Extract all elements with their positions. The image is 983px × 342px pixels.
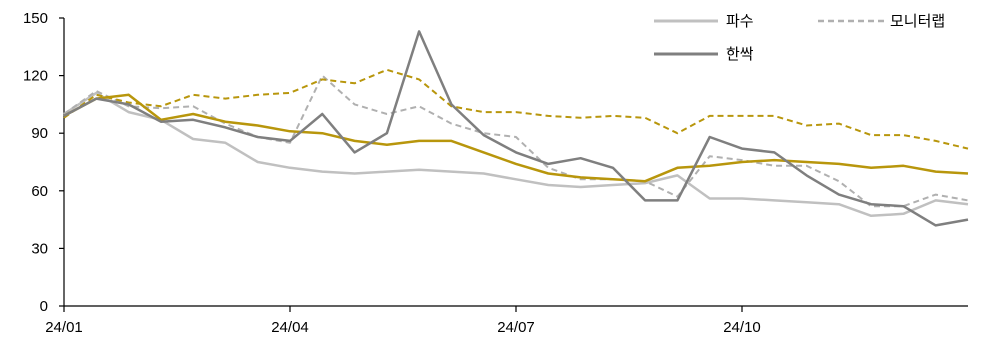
y-tick-label: 30 [31,240,48,257]
y-tick-label: 0 [40,298,48,315]
legend-item-pasu: 파수 [654,12,754,30]
y-tick-label: 90 [31,125,48,142]
series-line-2 [63,68,969,150]
legend: 파수 모니터랩 한싹 [654,12,945,63]
series-line-1 [63,74,969,208]
legend-label-monitorlab: 모니터랩 [890,12,945,30]
y-tick-label: 150 [23,10,48,27]
x-axis: 24/01 24/04 24/07 24/10 [45,305,968,336]
x-tick-label: 24/10 [723,319,761,336]
series-line-0 [63,91,969,218]
legend-label-hanssak: 한싹 [726,45,754,63]
x-tick-label: 24/04 [271,319,309,336]
series-lines [63,30,969,227]
y-tick-label: 120 [23,68,48,85]
series-line-3 [63,93,969,183]
y-tick-label: 60 [31,183,48,200]
series-line-4 [63,30,969,227]
y-axis: 0 30 60 90 120 150 [23,10,65,315]
legend-item-hanssak: 한싹 [654,45,754,63]
legend-label-pasu: 파수 [726,12,754,30]
x-tick-label: 24/01 [45,319,83,336]
legend-item-monitorlab: 모니터랩 [818,12,945,30]
x-tick-label: 24/07 [497,319,535,336]
